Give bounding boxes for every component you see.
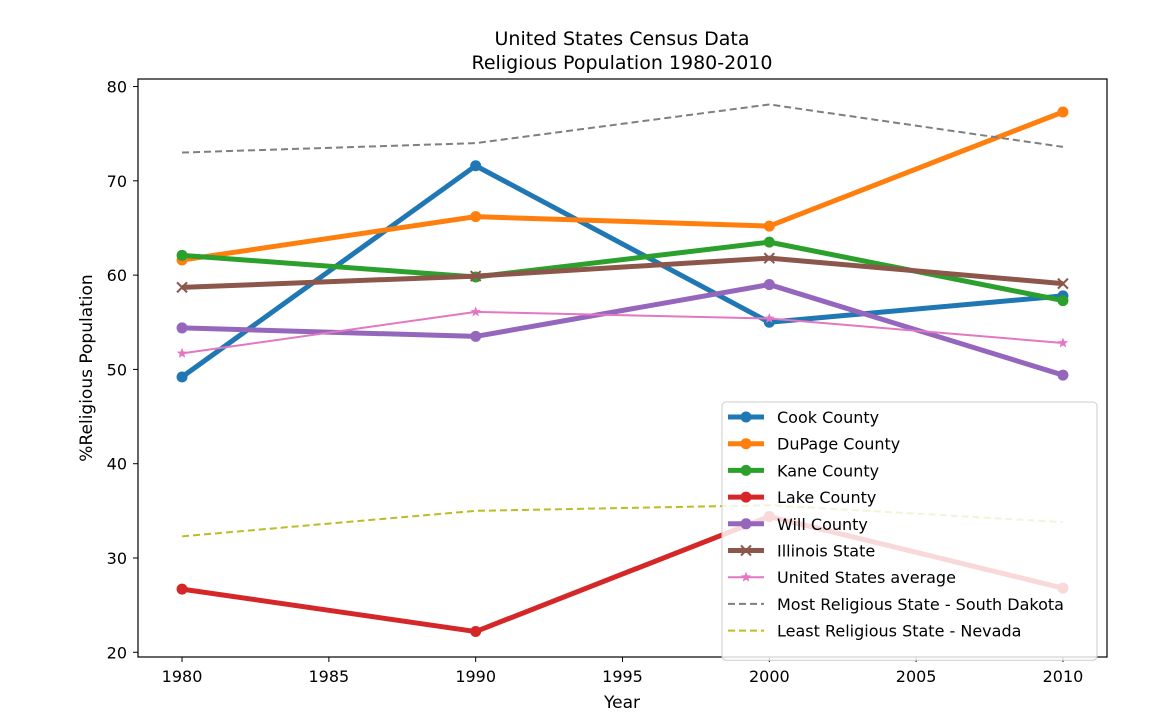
legend-label: DuPage County xyxy=(777,435,900,454)
legend-label: United States average xyxy=(777,568,956,587)
data-point xyxy=(176,371,188,383)
data-point xyxy=(176,322,188,334)
x-axis: 1980 1985 1990 1995 2000 2005 2010 xyxy=(162,657,1084,686)
legend-label: Most Religious State - South Dakota xyxy=(777,595,1064,614)
series-line xyxy=(181,504,1064,538)
legend-item-united-states-average: United States average xyxy=(728,568,956,587)
y-tick-label: 30 xyxy=(107,549,127,568)
series-line xyxy=(180,163,1064,379)
y-tick-label: 20 xyxy=(107,643,127,662)
legend-item-kane-county: Kane County xyxy=(728,461,879,480)
y-tick-label: 40 xyxy=(107,455,127,474)
data-point xyxy=(1057,295,1069,307)
legend-marker xyxy=(740,411,752,423)
y-tick-label: 50 xyxy=(107,360,127,379)
legend-item-lake-county: Lake County xyxy=(728,488,876,507)
data-point xyxy=(470,306,481,317)
y-tick-label: 70 xyxy=(107,172,127,191)
series-united-states-average xyxy=(176,306,1069,358)
series-line xyxy=(182,103,1064,154)
chart-subtitle: Religious Population 1980-2010 xyxy=(472,52,773,74)
x-tick-label: 2000 xyxy=(749,667,790,686)
data-point xyxy=(1057,106,1069,118)
data-point xyxy=(176,281,188,294)
data-point xyxy=(470,211,482,223)
x-tick-label: 2005 xyxy=(896,667,937,686)
legend-label: Least Religious State - Nevada xyxy=(777,622,1021,641)
legend-marker xyxy=(740,491,752,503)
data-point xyxy=(763,279,775,291)
legend-item-will-county: Will County xyxy=(728,515,868,534)
legend-label: Cook County xyxy=(777,408,879,427)
legend-label: Illinois State xyxy=(777,542,875,561)
legend-box xyxy=(721,401,1098,661)
legend-marker xyxy=(740,571,752,582)
data-point xyxy=(176,249,188,261)
legend-marker xyxy=(740,544,752,557)
series-will-county xyxy=(176,279,1069,381)
legend-item-most-religious-state-south-dakota: Most Religious State - South Dakota xyxy=(728,595,1064,614)
legend: Cook County DuPage County Kane County Lake … xyxy=(721,401,1098,661)
data-point xyxy=(470,330,482,342)
y-axis: 20 30 40 50 60 70 80 xyxy=(107,78,138,662)
legend-item-cook-county: Cook County xyxy=(728,408,879,427)
x-tick-label: 1980 xyxy=(162,667,203,686)
series-least-religious-state-nevada xyxy=(181,504,1064,538)
data-point xyxy=(469,270,482,282)
data-point xyxy=(470,626,482,638)
legend-item-least-religious-state-nevada: Least Religious State - Nevada xyxy=(728,622,1021,641)
data-point xyxy=(1057,337,1069,348)
x-tick-label: 1995 xyxy=(602,667,643,686)
legend-marker xyxy=(740,518,752,530)
x-axis-label: Year xyxy=(603,693,640,713)
data-point xyxy=(763,236,775,248)
data-point xyxy=(763,220,775,232)
data-point xyxy=(1057,369,1069,381)
legend-item-illinois-state: Illinois State xyxy=(728,542,875,561)
chart-title: United States Census Data xyxy=(495,28,750,50)
y-tick-label: 80 xyxy=(107,78,127,97)
series-line xyxy=(181,255,1064,290)
legend-label: Will County xyxy=(777,515,868,534)
series-illinois-state xyxy=(176,252,1069,294)
data-point xyxy=(1057,277,1069,290)
y-tick-label: 60 xyxy=(107,266,127,285)
legend-marker xyxy=(740,464,752,476)
data-point xyxy=(176,347,188,358)
legend-label: Kane County xyxy=(777,461,879,480)
data-point xyxy=(176,583,188,595)
series-line xyxy=(181,310,1064,355)
data-point xyxy=(764,313,775,323)
y-axis-label: %Religious Population xyxy=(77,274,97,461)
x-tick-label: 1990 xyxy=(455,667,496,686)
series-line xyxy=(181,282,1064,378)
data-point xyxy=(763,252,776,264)
data-point xyxy=(470,160,482,172)
series-most-religious-state-south-dakota xyxy=(182,103,1064,154)
x-tick-label: 1985 xyxy=(309,667,350,686)
x-tick-label: 2010 xyxy=(1043,667,1084,686)
series-line xyxy=(181,109,1064,263)
legend-label: Lake County xyxy=(777,488,876,507)
legend-item-dupage-county: DuPage County xyxy=(728,435,900,454)
legend-marker xyxy=(740,438,752,450)
